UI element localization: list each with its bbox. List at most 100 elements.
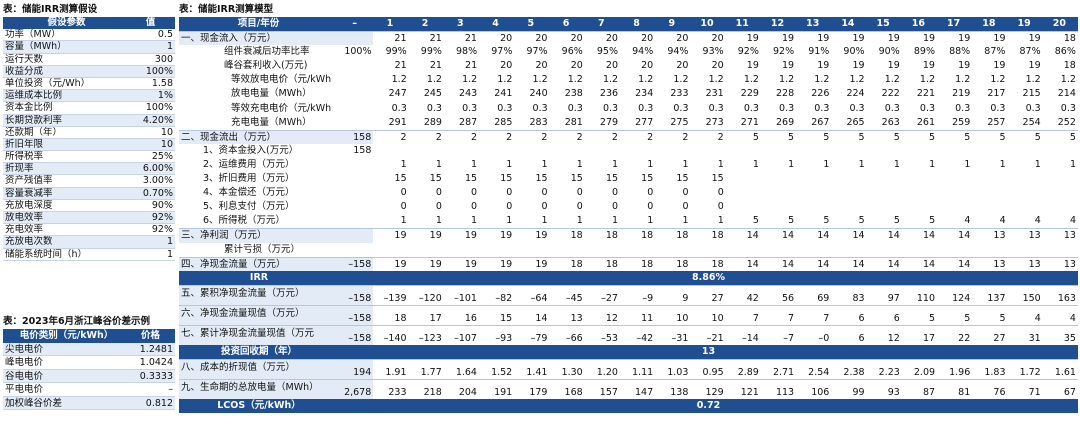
table-row: 功率（MW） 0.5: [3, 29, 175, 42]
model-row: 充电电量（MWh） 291 289 287 285 283 281 279 277 275 273 2…: [179, 116, 1078, 130]
header-cell: 19: [1017, 18, 1031, 29]
row-value: 1.03: [667, 366, 689, 378]
row-value: [796, 200, 831, 214]
row-value: 0: [647, 187, 654, 199]
row-value: 106: [811, 386, 830, 398]
row-value: 1: [541, 215, 548, 227]
row-value: 1.20: [596, 366, 618, 378]
row-value: 289: [423, 116, 442, 128]
row-value: 0.3: [1060, 102, 1076, 114]
row-value: [902, 172, 937, 186]
model-row: 五、累积净现金流量（万元） –158 –139 –120 –101 –82 –64 –45 –2…: [179, 284, 1078, 305]
row-value: 0: [611, 187, 619, 199]
row-value: 12: [887, 332, 900, 344]
row-value: 14: [887, 230, 900, 242]
param-value: 0.812: [145, 397, 173, 409]
row-value: 5: [788, 131, 795, 143]
row-value: 6: [858, 312, 865, 324]
row-value: 20: [570, 60, 583, 72]
header-cell: 价格: [140, 330, 160, 341]
row-value: [972, 144, 1007, 158]
row-value: 22: [958, 332, 971, 344]
row-value: 19: [394, 258, 407, 270]
row-value: 19: [535, 258, 548, 270]
param-value: 3.00%: [142, 175, 173, 187]
row-value: 19: [746, 33, 759, 45]
row-value: 157: [599, 386, 618, 398]
row-value: 1: [576, 215, 583, 227]
row-value: 13: [570, 312, 583, 324]
param-label: 充放电深度: [5, 199, 53, 211]
param-value: 6.00%: [142, 163, 173, 175]
row-value: –101: [454, 292, 477, 304]
row-value: 1: [858, 158, 865, 170]
row-value: 238: [564, 88, 583, 100]
row-value: [585, 243, 620, 257]
row-value: 1.2: [462, 74, 478, 86]
row-value: 0: [541, 187, 548, 199]
row-value: 5: [928, 312, 936, 324]
row-value: 9: [682, 292, 689, 304]
table-row: 容量衰减率 0.70%: [3, 187, 175, 200]
model-row: 七、累计净现金流量现值（万元 –158 –140 –123 –107 –93 –79 –66 –…: [179, 324, 1078, 345]
table-row: 折现率 6.00%: [3, 163, 175, 176]
row-value: 0.3: [990, 102, 1006, 114]
row-value: 0: [576, 201, 583, 213]
row-value: 14: [922, 258, 936, 270]
row-value: 1: [964, 158, 971, 170]
row-value: [444, 144, 479, 158]
table-row: 运行天数 300: [3, 54, 175, 66]
row-value: 1: [647, 215, 654, 227]
row-value: 15: [605, 173, 619, 185]
row-value: 0.3: [567, 102, 583, 114]
row-value: 252: [1057, 116, 1076, 128]
row-value: [902, 144, 937, 158]
row-value: 0.3: [814, 102, 830, 114]
row-value: 221: [916, 88, 936, 100]
param-label: 功率（MW）: [5, 29, 61, 41]
param-value: 0.70%: [142, 187, 173, 199]
header-cell: 项目/年份: [237, 18, 280, 29]
row-value: 83: [852, 292, 865, 304]
model-row: 二、现金流出（万元） 158 2 2 2 2 2 2 2 2 2 2 5 5 5 5 5 5 5 5 5 5: [179, 129, 1078, 144]
row-value: 20: [500, 33, 513, 45]
row-value: –21: [706, 332, 724, 344]
row-value: 0.3: [462, 102, 478, 114]
row-value: 1.30: [561, 366, 583, 378]
row-value: 14: [852, 230, 865, 242]
row-value: 94%: [667, 46, 689, 58]
row-value: 217: [987, 88, 1006, 100]
row-value: 2.23: [878, 366, 900, 378]
param-value: 10: [160, 138, 173, 150]
row-value: 18: [641, 230, 654, 242]
row-value: 0: [506, 201, 513, 213]
irr-banner: IRR 8.86%: [179, 270, 1078, 285]
row-value: 20: [500, 60, 513, 72]
param-label: 容量（MWh）: [5, 41, 67, 53]
param-value: –: [168, 384, 173, 395]
header-cell: 14: [841, 18, 855, 29]
header-cell: 假设参数: [47, 17, 86, 28]
row-value: 15: [465, 173, 478, 185]
row-value: [338, 200, 373, 214]
row-value: 16: [464, 312, 477, 324]
header-cell: 20: [1052, 18, 1066, 29]
row-label: 八、成本的折现值（万元）: [179, 359, 339, 379]
banner-label: IRR: [249, 271, 269, 283]
row-value: 21: [429, 33, 442, 45]
model-row: 累计亏损（万元）: [179, 243, 1078, 257]
param-label: 充放电次数: [5, 236, 53, 248]
row-value: 15: [500, 312, 513, 324]
row-value: 0.3: [884, 102, 900, 114]
row-value: 92%: [772, 46, 795, 58]
row-value: 5: [964, 312, 971, 324]
row-value: 158: [353, 144, 372, 156]
row-value: –7: [783, 332, 795, 344]
row-value: 14: [746, 230, 759, 242]
row-value: 137: [987, 292, 1006, 304]
model-row: 九、生命期的总放电量（MWh） 2,678 233 218 204 191 179 168 15…: [179, 378, 1078, 399]
row-value: 285: [494, 116, 513, 128]
row-value: [937, 144, 972, 158]
model-row: 三、净利润（万元） 19 19 19 19 19 18 18 18 18 18 14 14 14 14 14 1…: [179, 228, 1078, 243]
row-value: [937, 172, 972, 186]
